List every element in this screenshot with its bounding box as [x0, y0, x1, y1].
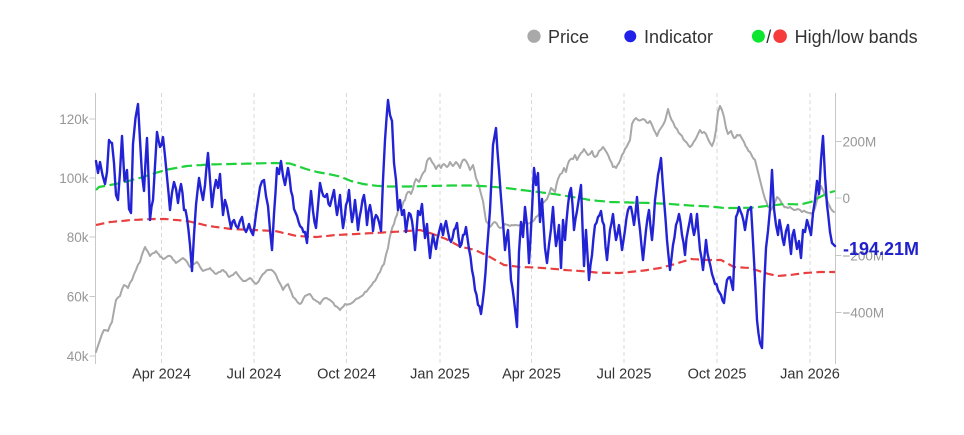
- svg-text:100k: 100k: [59, 171, 89, 186]
- svg-text:Apr 2024: Apr 2024: [132, 367, 191, 383]
- svg-text:Jan 2026: Jan 2026: [780, 367, 840, 383]
- svg-text:Oct 2024: Oct 2024: [317, 367, 376, 383]
- svg-text:200M: 200M: [843, 134, 877, 149]
- svg-text:Jul 2025: Jul 2025: [597, 367, 652, 383]
- svg-text:/: /: [766, 27, 771, 47]
- svg-text:Jan 2025: Jan 2025: [410, 367, 470, 383]
- svg-text:Jul 2024: Jul 2024: [227, 367, 282, 383]
- svg-text:-194.21M: -194.21M: [843, 239, 919, 259]
- svg-text:120k: 120k: [59, 112, 89, 127]
- svg-text:80k: 80k: [67, 230, 89, 245]
- svg-text:40k: 40k: [67, 349, 89, 364]
- svg-text:60k: 60k: [67, 289, 89, 304]
- svg-text:Apr 2025: Apr 2025: [502, 367, 561, 383]
- svg-text:0: 0: [843, 191, 851, 206]
- svg-text:Indicator: Indicator: [644, 27, 713, 47]
- svg-text:Price: Price: [548, 27, 589, 47]
- svg-text:Oct 2025: Oct 2025: [688, 367, 747, 383]
- svg-text:−200M: −200M: [843, 248, 885, 263]
- svg-text:High/low bands: High/low bands: [795, 27, 918, 47]
- svg-text:−400M: −400M: [843, 305, 885, 320]
